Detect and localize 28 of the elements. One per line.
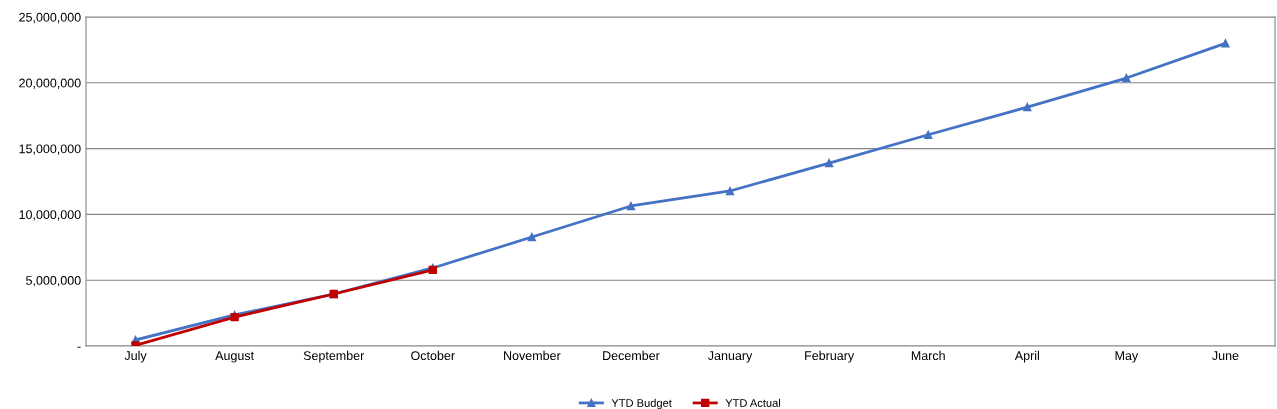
x-tick-label: September	[303, 350, 365, 363]
y-tick-label: 15,000,000	[19, 144, 81, 155]
point	[626, 201, 636, 211]
x-tick-label: November	[504, 350, 561, 361]
x-tick-label: April	[1014, 350, 1039, 363]
point	[527, 232, 537, 242]
point	[1122, 73, 1131, 83]
x-tick-label: October	[411, 350, 455, 361]
point	[1221, 39, 1230, 48]
point	[725, 186, 735, 196]
point	[1023, 102, 1032, 112]
y-tick-label: 20,000,000	[19, 78, 81, 89]
y-tick-label: 10,000,000	[19, 210, 81, 221]
point	[924, 130, 933, 139]
x-tick-label: January	[708, 351, 753, 363]
legend-label: YTD Actual	[725, 398, 781, 407]
x-tick-label: February	[805, 350, 855, 363]
x-tick-label: May	[1115, 351, 1139, 363]
x-tick-label: December	[603, 350, 660, 361]
x-tick-label: August	[215, 351, 254, 363]
y-tick-label: -	[77, 346, 81, 348]
x-tick-label: June	[1212, 351, 1239, 361]
legend-label: YTD Budget	[611, 398, 672, 409]
x-tick-label: March	[911, 350, 945, 361]
y-tick-label: 25,000,000	[19, 12, 81, 24]
y-tick-label: 5,000,000	[26, 276, 81, 287]
point	[824, 158, 834, 168]
x-tick-label: July	[124, 350, 147, 363]
